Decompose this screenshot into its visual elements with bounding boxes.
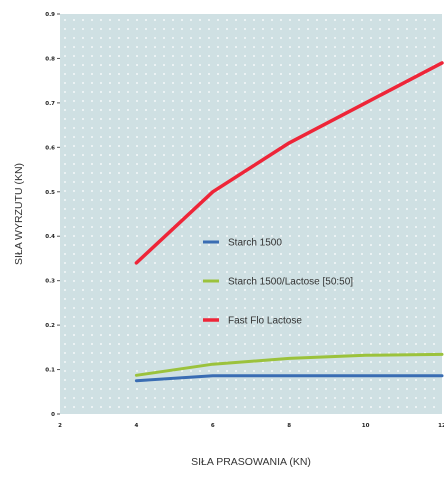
y-tick-label: 0.3 — [45, 279, 55, 285]
y-tick-label: 0.5 — [45, 190, 55, 196]
x-tick-label: 12 — [438, 423, 444, 429]
legend-label: Starch 1500 — [228, 238, 282, 249]
axis-ticks: 2 4 6 8 10 12 0 0.1 0.2 0.3 0.4 0.5 0.6 0.7 0.8 0.9 — [45, 12, 444, 429]
y-tick-label: 0.6 — [45, 145, 55, 151]
series-line — [134, 374, 444, 383]
x-axis-title: SIŁA PRASOWANIA (KN) — [191, 456, 311, 468]
legend-label: Fast Flo Lactose — [228, 316, 302, 327]
y-tick-label: 0.2 — [45, 323, 55, 329]
series-line — [134, 61, 444, 265]
y-tick-label: 0.8 — [45, 56, 55, 62]
x-tick-label: 4 — [134, 423, 138, 429]
y-axis-title: SIŁA WYRZUTU (KN) — [13, 163, 25, 265]
x-tick-label: 10 — [362, 423, 370, 429]
y-tick-label: 0.4 — [45, 234, 55, 240]
x-tick-label: 8 — [287, 423, 291, 429]
x-tick-label: 2 — [58, 423, 62, 429]
legend-label: Starch 1500/Lactose [50:50] — [228, 277, 353, 288]
series-lines — [134, 61, 444, 383]
x-tick-label: 6 — [211, 423, 215, 429]
y-tick-label: 0.1 — [45, 368, 55, 374]
y-tick-label: 0 — [51, 412, 55, 418]
series-line — [134, 352, 444, 377]
y-tick-label: 0.9 — [45, 12, 55, 18]
legend: Starch 1500 Starch 1500/Lactose [50:50] Fa… — [203, 238, 353, 327]
plot-dot-pattern — [60, 14, 442, 414]
y-tick-label: 0.7 — [45, 101, 55, 107]
